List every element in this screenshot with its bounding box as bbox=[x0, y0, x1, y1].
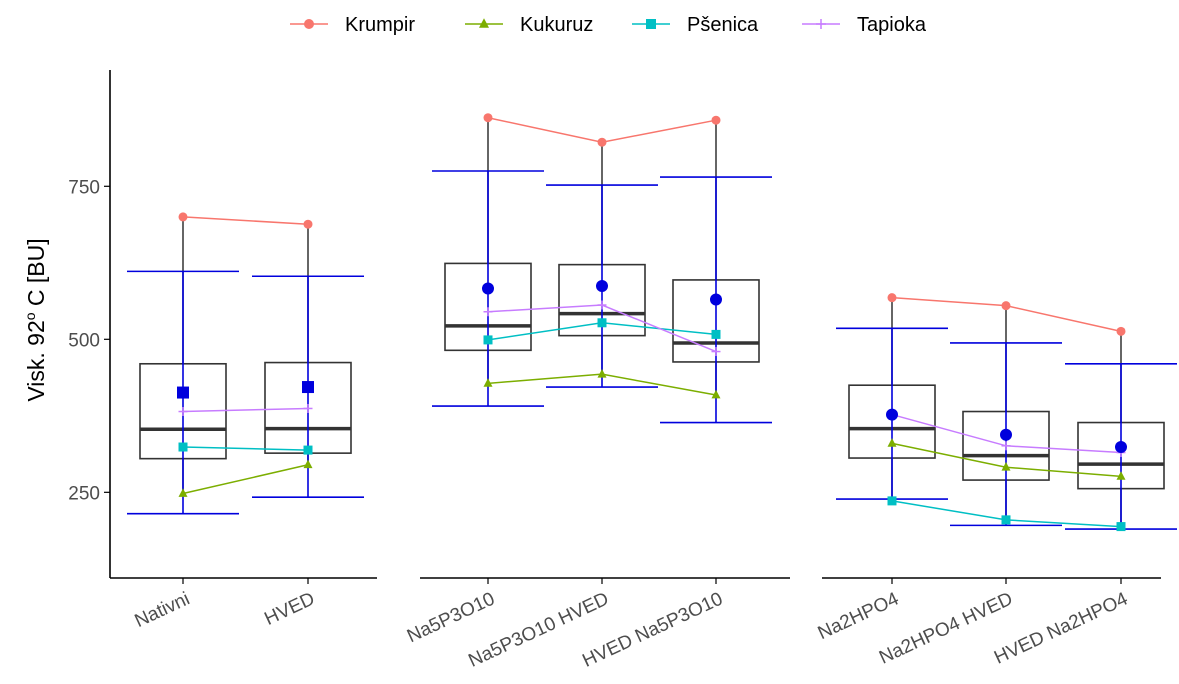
panel: Nativni HVED 250 500 750 bbox=[68, 70, 377, 632]
mean-point bbox=[710, 293, 722, 306]
series-point bbox=[1116, 326, 1126, 336]
series-point bbox=[887, 293, 897, 303]
series-point bbox=[1116, 471, 1126, 480]
series-point bbox=[711, 115, 721, 125]
x-tick-label: Nativni bbox=[132, 588, 194, 632]
y-title-superscript: o bbox=[22, 312, 38, 320]
series-point bbox=[1001, 515, 1011, 525]
legend-item: Kukuruz bbox=[465, 14, 593, 36]
legend-marker bbox=[479, 18, 489, 28]
series-line bbox=[182, 464, 309, 495]
series-point bbox=[887, 496, 897, 506]
legend-label: Pšenica bbox=[687, 14, 759, 36]
y-tick-label: 750 bbox=[68, 177, 100, 198]
legend-marker bbox=[304, 19, 314, 29]
mean-point bbox=[482, 282, 494, 295]
series-line bbox=[182, 446, 309, 451]
series-point bbox=[483, 378, 493, 387]
legend: Krumpir Kukuruz Pšenica Tapioka bbox=[290, 14, 927, 36]
y-title-text: Visk. 92 bbox=[23, 320, 49, 401]
series-line bbox=[182, 407, 309, 413]
series-point bbox=[887, 438, 897, 447]
legend-item: Krumpir bbox=[290, 14, 415, 36]
series-point bbox=[483, 335, 493, 345]
x-tick-label: Na2HPO4 bbox=[815, 588, 903, 644]
mean-point bbox=[886, 408, 898, 421]
series-point bbox=[303, 445, 313, 455]
series-point bbox=[711, 329, 721, 339]
series-point bbox=[178, 442, 188, 452]
mean-point bbox=[302, 381, 314, 394]
series-point bbox=[483, 113, 493, 123]
series-point bbox=[1001, 462, 1011, 471]
mean-point bbox=[1115, 441, 1127, 454]
x-tick-label: HVED bbox=[261, 588, 318, 629]
series-point bbox=[597, 318, 607, 328]
mean-point bbox=[596, 280, 608, 293]
legend-label: Krumpir bbox=[345, 14, 415, 36]
x-tick-label: Na5P3O10 bbox=[404, 588, 498, 647]
legend-item: Pšenica bbox=[632, 14, 759, 36]
series-point bbox=[303, 219, 313, 229]
series-point bbox=[597, 369, 607, 378]
legend-label: Tapioka bbox=[857, 14, 927, 36]
y-tick-label: 500 bbox=[68, 330, 100, 351]
y-tick-label: 250 bbox=[68, 483, 100, 504]
series-point bbox=[178, 212, 188, 222]
series-point bbox=[597, 137, 607, 147]
legend-marker bbox=[646, 19, 656, 29]
mean-point bbox=[177, 386, 189, 399]
series-line bbox=[182, 216, 309, 225]
series-point bbox=[1001, 301, 1011, 311]
mean-point bbox=[1000, 428, 1012, 441]
series-point bbox=[711, 389, 721, 399]
series-point bbox=[178, 488, 188, 497]
series-point bbox=[1116, 522, 1126, 532]
legend-item: Tapioka bbox=[802, 14, 927, 36]
y-axis-title: Visk. 92o C [BU] bbox=[22, 238, 49, 401]
y-title-unit: C [BU] bbox=[23, 238, 49, 312]
legend-label: Kukuruz bbox=[520, 14, 593, 36]
series-point bbox=[303, 459, 313, 469]
